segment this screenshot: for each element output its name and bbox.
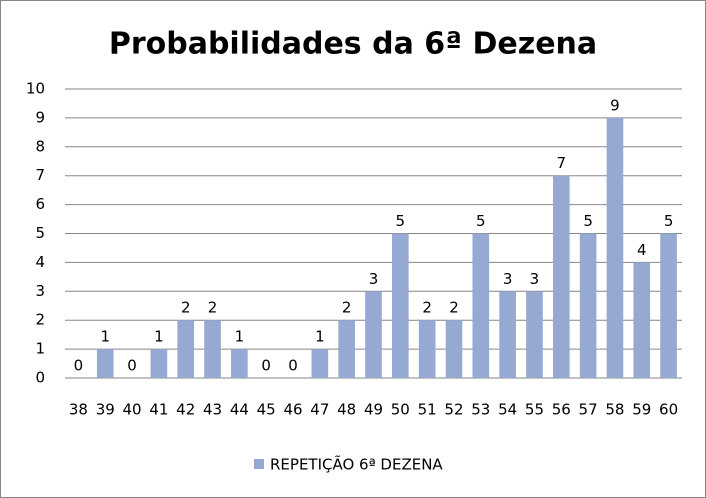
x-tick-label: 44: [230, 401, 249, 419]
y-tick-label: 2: [35, 311, 45, 329]
x-tick-label: 41: [149, 401, 168, 419]
x-tick-label: 47: [310, 401, 329, 419]
data-label: 1: [154, 328, 164, 346]
data-label: 7: [557, 154, 567, 172]
y-tick-label: 1: [35, 340, 45, 358]
data-label: 0: [288, 357, 298, 375]
bar: [579, 233, 597, 378]
y-tick-label: 10: [26, 80, 45, 98]
data-label: 2: [422, 299, 432, 317]
bar: [526, 291, 543, 378]
bar: [472, 233, 490, 378]
data-label: 1: [100, 328, 110, 346]
x-tick-label: 56: [552, 401, 571, 419]
x-tick-label: 59: [632, 401, 651, 419]
data-label: 9: [610, 96, 620, 114]
data-label: 2: [449, 299, 459, 317]
data-label: 2: [208, 299, 218, 317]
x-tick-label: 53: [471, 401, 490, 419]
bar: [445, 320, 463, 378]
chart-title: Probabilidades da 6ª Dezena: [109, 27, 597, 62]
y-tick-label: 0: [35, 369, 45, 387]
data-label: 1: [235, 328, 245, 346]
data-label: 0: [127, 357, 137, 375]
legend-swatch: [254, 459, 264, 469]
x-tick-label: 43: [203, 401, 222, 419]
data-label: 3: [530, 270, 540, 288]
data-label: 1: [315, 328, 325, 346]
bar: [365, 291, 382, 378]
data-label: 0: [261, 357, 271, 375]
x-tick-label: 52: [444, 401, 463, 419]
x-tick-label: 54: [498, 401, 517, 419]
y-tick-label: 8: [35, 137, 45, 155]
x-tick-label: 55: [525, 401, 544, 419]
bar: [606, 117, 624, 379]
y-tick-label: 7: [35, 166, 45, 184]
bar: [231, 349, 248, 378]
x-tick-label: 38: [69, 401, 88, 419]
x-tick-label: 49: [364, 401, 383, 419]
x-tick-label: 40: [123, 401, 142, 419]
y-tick-label: 9: [35, 108, 45, 126]
bar: [96, 349, 114, 378]
legend-label: REPETIÇÃO 6ª DEZENA: [270, 455, 443, 474]
x-tick-label: 45: [257, 401, 276, 419]
bar: [150, 349, 168, 378]
bar: [177, 320, 195, 378]
data-label: 5: [664, 212, 674, 230]
bar: [338, 320, 355, 378]
x-tick-label: 60: [659, 401, 678, 419]
data-label: 2: [342, 299, 352, 317]
y-tick-label: 3: [35, 282, 45, 300]
y-tick-label: 5: [35, 224, 45, 242]
bar: [418, 320, 436, 378]
data-label: 3: [503, 270, 513, 288]
data-label: 4: [637, 241, 647, 259]
bar: [633, 262, 651, 378]
bar: [552, 175, 570, 378]
y-tick-label: 6: [35, 195, 45, 213]
data-label: 5: [396, 212, 406, 230]
data-label: 5: [476, 212, 486, 230]
bar: [499, 291, 516, 378]
data-label: 3: [369, 270, 379, 288]
x-tick-label: 51: [418, 401, 437, 419]
bar: [392, 233, 409, 378]
x-tick-label: 58: [605, 401, 624, 419]
data-label: 5: [583, 212, 593, 230]
y-tick-label: 4: [35, 253, 45, 271]
data-label: 0: [74, 357, 84, 375]
x-tick-label: 39: [96, 401, 115, 419]
x-tick-label: 50: [391, 401, 410, 419]
data-label: 2: [181, 299, 191, 317]
bar: [660, 233, 677, 378]
x-tick-label: 57: [579, 401, 598, 419]
bar: [311, 349, 329, 378]
x-tick-label: 42: [176, 401, 195, 419]
x-tick-label: 48: [337, 401, 356, 419]
bar: [204, 320, 221, 378]
x-tick-label: 46: [283, 401, 302, 419]
